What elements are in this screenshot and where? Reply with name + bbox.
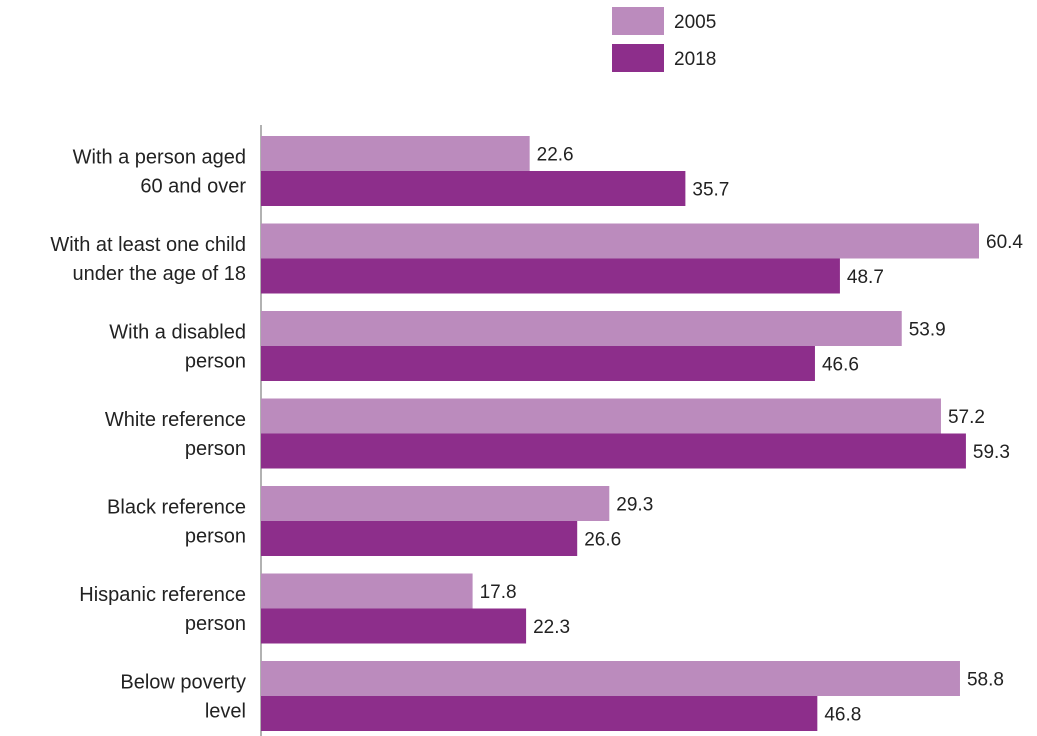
category-label-line: Black reference	[107, 497, 246, 519]
legend-label-2005: 2005	[674, 12, 716, 33]
value-label-2018-3: 46.6	[822, 355, 859, 376]
bar-2005-1	[261, 136, 530, 171]
bar-2018-5	[261, 521, 578, 556]
value-label-2005-4: 57.2	[948, 407, 985, 428]
bar-2005-3	[261, 311, 902, 346]
bar-2018-7	[261, 696, 818, 731]
category-label-line: level	[205, 701, 246, 723]
category-label-line: White reference	[105, 409, 246, 431]
value-label-2005-6: 17.8	[480, 582, 517, 603]
legend-swatch-2005	[612, 7, 664, 35]
value-labels: 22.6 35.7 60.4 48.7 53.9 46.6 57.2 59.3 29.3 26.6…	[480, 145, 1024, 726]
category-label-4: White reference person	[105, 409, 246, 460]
value-label-2005-3: 53.9	[909, 320, 946, 341]
bar-2005-2	[261, 223, 979, 259]
bar-2005-7	[261, 661, 960, 696]
legend-label-2018: 2018	[674, 49, 716, 70]
bar-2018-3	[261, 346, 815, 381]
value-label-2018-7: 46.8	[824, 705, 861, 726]
category-label-2: With at least one child under the age of …	[50, 234, 246, 285]
category-label-line: With a disabled	[109, 322, 246, 344]
category-label-6: Hispanic reference person	[79, 584, 246, 635]
category-label-1: With a person aged 60 and over	[73, 147, 247, 198]
category-label-line: Hispanic reference	[79, 584, 246, 606]
category-label-line: person	[185, 613, 246, 635]
bar-2005-6	[261, 573, 473, 609]
category-label-3: With a disabled person	[109, 322, 246, 373]
value-label-2018-4: 59.3	[973, 442, 1010, 463]
bar-2018-4	[261, 433, 966, 469]
category-label-line: Below poverty	[120, 672, 246, 694]
bar-2005-5	[261, 486, 610, 521]
category-label-5: Black reference person	[107, 497, 246, 548]
value-label-2018-2: 48.7	[847, 267, 884, 288]
bar-2005-4	[261, 398, 941, 434]
category-labels: With a person aged 60 and over With at lea…	[50, 147, 246, 723]
legend-swatch-2018	[612, 44, 664, 72]
bar-2018-2	[261, 258, 840, 294]
category-label-line: under the age of 18	[73, 263, 246, 285]
value-label-2018-1: 35.7	[692, 180, 729, 201]
category-label-7: Below poverty level	[120, 672, 246, 723]
value-label-2005-1: 22.6	[537, 145, 574, 166]
category-label-line: With at least one child	[50, 234, 246, 256]
category-label-line: person	[185, 351, 246, 373]
value-label-2018-5: 26.6	[584, 530, 621, 551]
category-label-line: person	[185, 526, 246, 548]
value-label-2005-7: 58.8	[967, 670, 1004, 691]
category-label-line: person	[185, 438, 246, 460]
bar-2018-6	[261, 608, 527, 644]
value-label-2018-6: 22.3	[533, 617, 570, 638]
bar-2018-1	[261, 171, 686, 206]
legend: 2005 2018	[612, 7, 716, 72]
value-label-2005-2: 60.4	[986, 232, 1023, 253]
category-label-line: With a person aged	[73, 147, 246, 169]
value-label-2005-5: 29.3	[616, 495, 653, 516]
category-label-line: 60 and over	[140, 176, 246, 198]
bars	[261, 136, 979, 731]
